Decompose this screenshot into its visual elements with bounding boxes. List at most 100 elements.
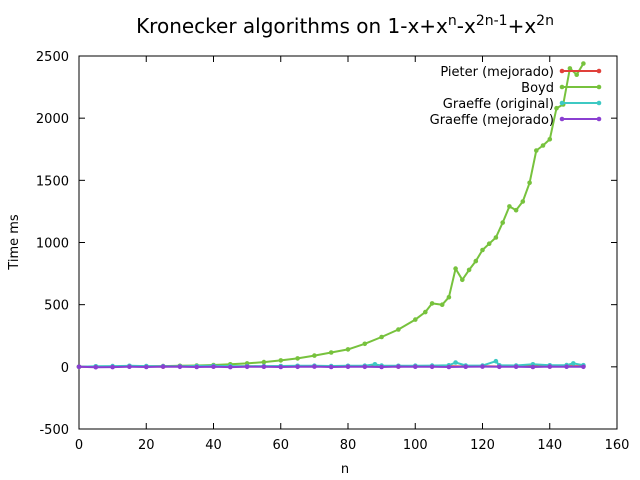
title-part-1: n <box>448 13 457 29</box>
legend-swatch-point <box>596 68 602 74</box>
data-point <box>93 364 99 370</box>
data-point <box>379 364 384 370</box>
x-axis-label: n <box>341 462 349 477</box>
series-group <box>76 61 586 370</box>
legend-swatch-point <box>596 100 602 106</box>
legend-label: Graeffe (mejorado) <box>430 113 554 128</box>
data-point <box>295 364 300 370</box>
data-point <box>345 347 351 352</box>
data-point <box>480 364 485 369</box>
legend-swatch-point <box>596 84 602 90</box>
title-part-3: 2n-1 <box>476 13 508 29</box>
legend-swatch-point <box>559 68 565 74</box>
data-point <box>312 364 317 369</box>
data-point <box>328 364 334 370</box>
chart-title: Kronecker algorithms on 1-x+xn-x2n-1+x2n <box>136 13 554 38</box>
data-point <box>527 180 532 186</box>
y-tick-label: 500 <box>44 299 69 314</box>
y-tick-label: 2500 <box>36 50 69 65</box>
x-tick-label: 20 <box>138 438 155 453</box>
legend-swatch-point <box>559 116 565 122</box>
data-point <box>194 364 199 370</box>
data-point <box>500 220 506 225</box>
data-point <box>144 364 149 370</box>
legend-swatch-point <box>559 100 565 106</box>
data-point <box>507 204 512 209</box>
data-point <box>581 364 586 370</box>
data-point <box>429 364 435 370</box>
data-point <box>547 364 553 369</box>
data-point <box>554 105 559 111</box>
x-tick-label: 140 <box>537 438 562 453</box>
x-tick-label: 80 <box>340 438 357 453</box>
data-point <box>76 364 82 370</box>
data-point <box>574 72 579 77</box>
data-point <box>211 364 216 370</box>
data-point <box>379 334 384 340</box>
data-point <box>513 364 519 370</box>
data-point <box>520 199 526 204</box>
legend-label: Graeffe (original) <box>443 97 554 112</box>
data-point <box>446 294 452 300</box>
data-point <box>534 148 539 153</box>
y-tick-label: 2000 <box>36 112 69 127</box>
x-tick-label: 160 <box>605 438 630 453</box>
data-point <box>564 364 569 370</box>
x-tick-label: 100 <box>403 438 428 453</box>
data-point <box>110 364 115 370</box>
data-point <box>244 364 250 370</box>
legend-label: Pieter (mejorado) <box>440 65 554 80</box>
data-point <box>460 277 465 283</box>
data-point <box>530 364 536 370</box>
data-point <box>396 327 401 332</box>
legend-swatch-point <box>559 84 565 90</box>
data-point <box>571 361 576 366</box>
data-point <box>581 61 586 66</box>
x-tick-label: 60 <box>272 438 289 453</box>
y-tick-label: 1000 <box>36 237 69 252</box>
data-point <box>278 358 284 363</box>
data-point <box>480 247 485 253</box>
x-tick-label: 120 <box>470 438 495 453</box>
data-point <box>567 66 573 71</box>
title-part-4: +x <box>508 14 537 38</box>
data-point <box>228 364 233 370</box>
x-tick-label: 40 <box>205 438 222 453</box>
y-tick-label: -500 <box>39 423 69 438</box>
data-point <box>453 360 458 365</box>
data-point <box>513 207 519 213</box>
data-point <box>362 364 368 370</box>
data-point <box>493 235 499 240</box>
data-point <box>423 309 428 315</box>
title-part-0: Kronecker algorithms on 1-x+x <box>136 14 448 38</box>
data-point <box>372 362 378 367</box>
data-point <box>547 137 553 142</box>
data-point <box>177 364 183 370</box>
y-tick-label: 0 <box>61 361 69 376</box>
data-point <box>295 356 300 361</box>
data-point <box>261 359 267 365</box>
title-part-5: 2n <box>536 13 554 29</box>
data-point <box>473 258 479 264</box>
data-point <box>497 364 502 370</box>
data-point <box>396 364 401 369</box>
data-point <box>453 266 458 271</box>
data-point <box>446 364 452 370</box>
data-point <box>493 358 499 364</box>
data-point <box>278 364 284 370</box>
data-point <box>127 364 132 370</box>
legend-label: Boyd <box>521 81 554 96</box>
data-point <box>486 241 492 246</box>
data-point <box>429 301 435 306</box>
legend-swatch-point <box>596 116 602 122</box>
data-point <box>362 341 368 347</box>
data-point <box>345 364 351 370</box>
data-point <box>413 317 418 322</box>
data-point <box>463 364 469 370</box>
data-point <box>439 302 445 308</box>
data-point <box>466 267 472 273</box>
data-point <box>312 353 317 358</box>
y-tick-label: 1500 <box>36 174 69 189</box>
